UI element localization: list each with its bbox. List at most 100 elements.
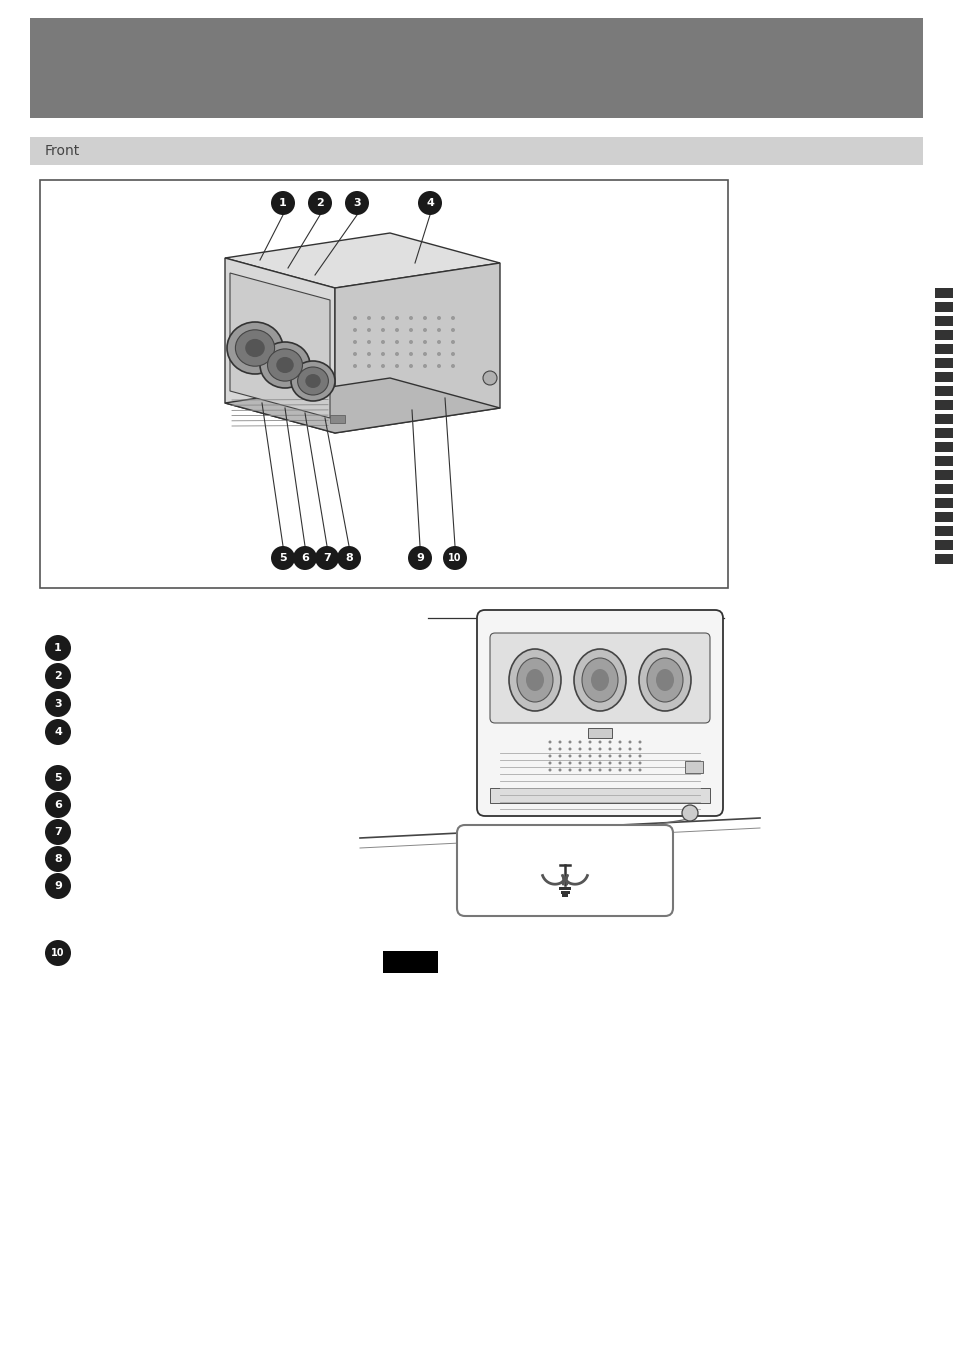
Circle shape xyxy=(548,748,551,751)
Circle shape xyxy=(598,768,601,771)
Ellipse shape xyxy=(517,658,553,702)
Text: 8: 8 xyxy=(345,553,353,563)
Circle shape xyxy=(395,328,398,332)
Circle shape xyxy=(45,820,71,845)
Text: 8: 8 xyxy=(54,855,62,864)
Circle shape xyxy=(367,352,371,356)
Circle shape xyxy=(380,364,385,368)
Circle shape xyxy=(45,635,71,661)
Circle shape xyxy=(409,352,413,356)
Circle shape xyxy=(271,546,294,570)
Circle shape xyxy=(608,768,611,771)
Polygon shape xyxy=(225,377,499,433)
Text: 4: 4 xyxy=(54,727,62,737)
Circle shape xyxy=(638,755,640,758)
Circle shape xyxy=(422,352,427,356)
Bar xyxy=(934,288,952,298)
Bar xyxy=(934,330,952,340)
Circle shape xyxy=(395,315,398,319)
Circle shape xyxy=(336,546,360,570)
Bar xyxy=(558,887,571,890)
Circle shape xyxy=(568,762,571,764)
Bar xyxy=(490,789,709,803)
Circle shape xyxy=(608,740,611,744)
Ellipse shape xyxy=(590,669,608,692)
Text: 1: 1 xyxy=(279,198,287,208)
Circle shape xyxy=(409,328,413,332)
Circle shape xyxy=(608,762,611,764)
Ellipse shape xyxy=(297,367,328,395)
Circle shape xyxy=(558,755,561,758)
Ellipse shape xyxy=(525,669,543,692)
Bar xyxy=(934,470,952,480)
Circle shape xyxy=(618,768,620,771)
Bar xyxy=(560,891,569,894)
Ellipse shape xyxy=(574,648,625,710)
Circle shape xyxy=(558,740,561,744)
Circle shape xyxy=(353,364,356,368)
Circle shape xyxy=(588,740,591,744)
Circle shape xyxy=(578,755,581,758)
Text: 7: 7 xyxy=(54,828,62,837)
Circle shape xyxy=(618,762,620,764)
Bar xyxy=(934,344,952,355)
Text: Front: Front xyxy=(45,144,80,158)
Circle shape xyxy=(436,352,440,356)
Circle shape xyxy=(45,766,71,791)
Circle shape xyxy=(558,768,561,771)
Circle shape xyxy=(578,740,581,744)
Bar xyxy=(934,400,952,410)
Circle shape xyxy=(638,740,640,744)
FancyBboxPatch shape xyxy=(456,825,672,917)
Circle shape xyxy=(588,762,591,764)
Circle shape xyxy=(598,740,601,744)
Bar xyxy=(330,415,345,423)
Circle shape xyxy=(451,352,455,356)
Circle shape xyxy=(395,364,398,368)
FancyBboxPatch shape xyxy=(476,611,722,816)
Bar xyxy=(934,442,952,452)
Circle shape xyxy=(568,755,571,758)
Polygon shape xyxy=(335,263,499,433)
Circle shape xyxy=(578,768,581,771)
Text: 5: 5 xyxy=(54,772,62,783)
Circle shape xyxy=(45,940,71,967)
Circle shape xyxy=(45,874,71,899)
Circle shape xyxy=(618,748,620,751)
Circle shape xyxy=(367,364,371,368)
Circle shape xyxy=(451,328,455,332)
Circle shape xyxy=(409,340,413,344)
Bar xyxy=(934,554,952,563)
Circle shape xyxy=(380,352,385,356)
Circle shape xyxy=(422,340,427,344)
Circle shape xyxy=(442,546,467,570)
Bar xyxy=(382,950,437,973)
Circle shape xyxy=(436,328,440,332)
Bar xyxy=(934,372,952,381)
Text: 5: 5 xyxy=(279,553,287,563)
Bar xyxy=(934,456,952,466)
Circle shape xyxy=(293,546,316,570)
Circle shape xyxy=(628,740,631,744)
Circle shape xyxy=(558,748,561,751)
Circle shape xyxy=(588,755,591,758)
Text: 3: 3 xyxy=(353,198,360,208)
Circle shape xyxy=(638,762,640,764)
Circle shape xyxy=(45,718,71,745)
Circle shape xyxy=(422,328,427,332)
Circle shape xyxy=(367,340,371,344)
Text: 10: 10 xyxy=(51,948,65,958)
Circle shape xyxy=(568,740,571,744)
Circle shape xyxy=(598,762,601,764)
Bar xyxy=(561,894,567,896)
Polygon shape xyxy=(230,274,330,418)
Polygon shape xyxy=(225,257,335,433)
Circle shape xyxy=(436,315,440,319)
Bar xyxy=(934,484,952,493)
Bar xyxy=(587,728,612,737)
Circle shape xyxy=(308,191,332,214)
Text: 2: 2 xyxy=(315,198,323,208)
Circle shape xyxy=(628,755,631,758)
Circle shape xyxy=(588,748,591,751)
Circle shape xyxy=(271,191,294,214)
